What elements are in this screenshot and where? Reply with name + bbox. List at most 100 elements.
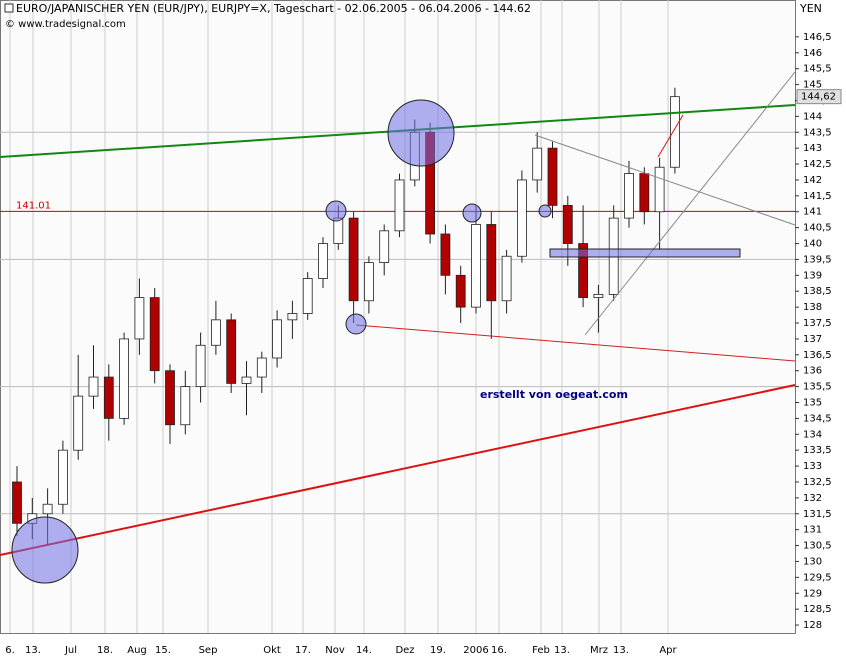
y-tick-label: 141 xyxy=(803,207,822,218)
highlight-circle xyxy=(11,516,79,584)
candle-body xyxy=(562,204,573,244)
candle-body xyxy=(195,344,206,388)
candle-body xyxy=(547,147,558,206)
candle-body xyxy=(12,481,22,524)
candle-body xyxy=(517,179,527,257)
y-tick-label: 129 xyxy=(803,588,822,599)
x-tick-label: Jul xyxy=(64,645,77,656)
y-tick-label: 139,5 xyxy=(803,254,832,265)
source: © www.tradesignal.com xyxy=(5,19,126,30)
x-tick-label: 16. xyxy=(491,645,507,656)
y-tick-label: 140 xyxy=(803,239,822,250)
y-axis-label: YEN xyxy=(799,2,822,15)
highlight-circle xyxy=(387,99,455,167)
y-tick-label: 133 xyxy=(803,461,822,472)
candle-body xyxy=(379,230,390,264)
y-tick-label: 139 xyxy=(803,270,822,281)
candles xyxy=(0,87,795,546)
trend-line xyxy=(355,324,796,362)
candle-body xyxy=(73,395,84,451)
candle-body xyxy=(210,319,221,346)
x-tick-label: Feb xyxy=(532,645,550,656)
candle-body xyxy=(501,255,512,302)
y-tick-label: 133,5 xyxy=(803,445,832,456)
candle-body xyxy=(455,274,466,308)
icon xyxy=(4,3,14,13)
trend-line xyxy=(584,71,796,336)
y-tick-label: 131,5 xyxy=(803,509,832,520)
candle-body xyxy=(149,297,160,372)
candle-body xyxy=(578,243,588,298)
candle-body xyxy=(654,166,665,213)
x-tick-label: Okt xyxy=(263,645,281,656)
y-tick-label: 136,5 xyxy=(803,350,832,361)
y-tick-label: 135,5 xyxy=(803,382,832,393)
candle-body xyxy=(486,224,497,302)
x-tick-label: Sep xyxy=(199,645,218,656)
x-tick-label: 13. xyxy=(25,645,41,656)
last-price-label: 144,62 xyxy=(801,92,836,103)
candle-body xyxy=(272,319,283,359)
y-tick-label: 145,5 xyxy=(803,64,832,75)
y-tick-label: 130,5 xyxy=(803,541,832,552)
axis: 128 128,5 129 129,5 130 130,5 131 131,5 132 132,5… xyxy=(5,32,842,656)
reference-label: 141.01 xyxy=(16,200,51,211)
candle-body xyxy=(241,376,252,384)
x-tick-label: Apr xyxy=(659,645,677,656)
y-tick-label: 141,5 xyxy=(803,191,832,202)
candle-body xyxy=(440,233,451,276)
candle-body xyxy=(88,376,99,397)
y-tick-label: 136 xyxy=(803,366,822,377)
candle-body xyxy=(58,449,68,505)
annotation: erstellt von oegeat.com xyxy=(480,388,628,401)
y-tick-label: 137 xyxy=(803,334,822,345)
candle-body xyxy=(348,217,359,302)
y-tick-label: 137,5 xyxy=(803,318,832,329)
candle-body xyxy=(134,297,145,340)
y-tick-label: 138 xyxy=(803,302,822,313)
y-tick-label: 130 xyxy=(803,556,822,567)
highlight-box xyxy=(549,248,741,258)
candle-body xyxy=(226,319,237,384)
y-tick-label: 145 xyxy=(803,80,822,91)
trend-line xyxy=(0,384,796,556)
candle-body xyxy=(256,357,267,378)
trend-line xyxy=(534,134,796,226)
x-tick-label: 19. xyxy=(430,645,446,656)
candle-body xyxy=(165,370,175,426)
candle-body xyxy=(639,173,650,213)
x-tick-label: Mrz xyxy=(590,645,608,656)
x-tick-label: 13. xyxy=(613,645,629,656)
y-tick-label: 146,5 xyxy=(803,32,832,43)
y-tick-label: 143,5 xyxy=(803,127,832,138)
highlight-circle xyxy=(462,203,482,223)
y-tick-label: 129,5 xyxy=(803,572,832,583)
candle-body xyxy=(42,503,53,515)
candle-body xyxy=(394,179,405,232)
y-tick-label: 142 xyxy=(803,175,822,186)
y-tick-label: 128 xyxy=(803,620,822,631)
candle-body xyxy=(532,147,543,181)
y-tick-label: 131 xyxy=(803,525,822,536)
candle-body xyxy=(180,386,191,426)
y-tick-label: 143 xyxy=(803,143,822,154)
drawings xyxy=(0,71,796,584)
highlight-circle xyxy=(538,204,552,218)
y-tick-label: 128,5 xyxy=(803,604,832,615)
chart-title: EURO/JAPANISCHER YEN (EUR/JPY), EURJPY=X… xyxy=(16,2,531,15)
y-tick-label: 142,5 xyxy=(803,159,832,170)
candle-body xyxy=(363,262,374,302)
x-tick-label: Dez xyxy=(395,645,414,656)
y-tick-label: 134 xyxy=(803,429,822,440)
plot-area xyxy=(0,0,796,634)
candle-body xyxy=(302,278,313,314)
x-tick-label: 14. xyxy=(356,645,372,656)
x-tick-label: Aug xyxy=(127,645,147,656)
y-tick-label: 135 xyxy=(803,398,822,409)
highlight-circle xyxy=(345,313,367,335)
candle-body xyxy=(670,96,680,168)
candle-body xyxy=(624,173,634,219)
last-price-box xyxy=(796,89,842,105)
candle-body xyxy=(318,243,328,279)
